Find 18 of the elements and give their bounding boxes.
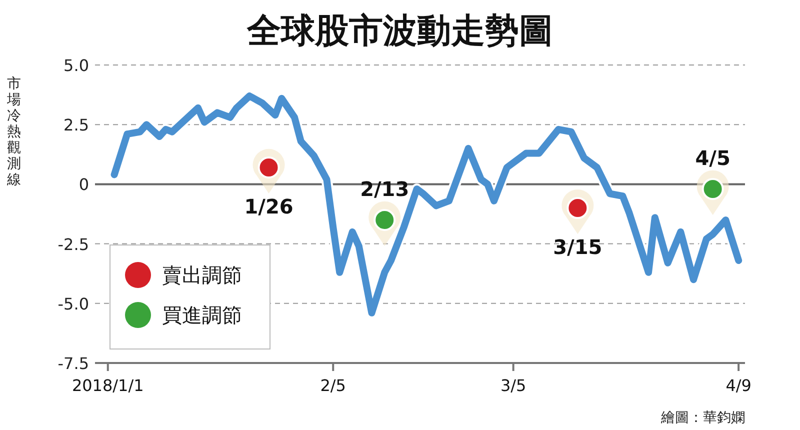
y-tick-label: 5.0: [64, 56, 89, 75]
y-axis-title: 市場冷熱觀測線: [6, 76, 21, 188]
annotation: 1/26: [244, 194, 294, 219]
y-tick-label: 2.5: [64, 116, 89, 135]
x-tick-label: 3/5: [500, 376, 526, 395]
annotation: 4/5: [695, 146, 730, 170]
legend-label: 賣出調節: [162, 263, 242, 287]
annotation: 3/15: [553, 235, 602, 260]
y-tick-label: -7.5: [58, 354, 89, 373]
x-tick-label: 4/9: [726, 376, 752, 395]
legend-label: 買進調節: [162, 303, 242, 327]
y-tick-label: -5.0: [58, 294, 89, 314]
y-tick-label: 0: [78, 175, 89, 194]
text: 繪圖：華鈞嫻: [660, 410, 745, 426]
y-tick-label: -2.5: [58, 234, 89, 254]
chart-title: 全球股市波動走勢圖: [246, 11, 553, 51]
x-tick-label: 2018/1/1: [72, 376, 144, 395]
x-tick-label: 2/5: [320, 376, 346, 395]
